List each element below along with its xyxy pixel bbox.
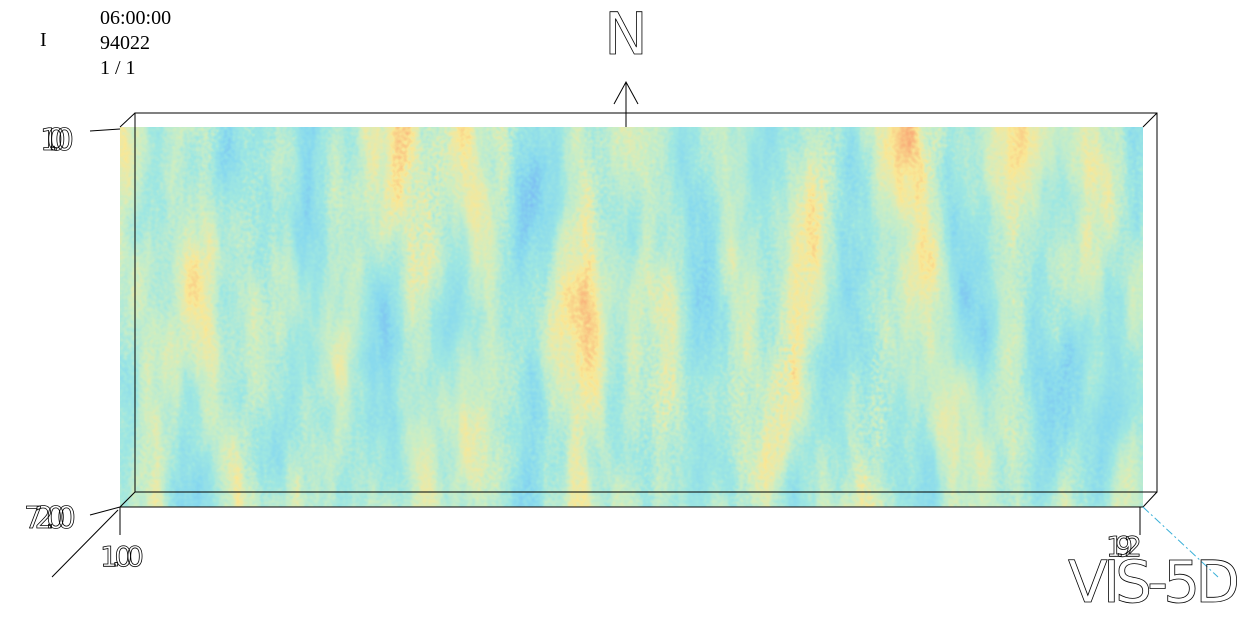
col-right-label: 192 [1106, 530, 1142, 563]
logo: VIS-5D [1068, 548, 1240, 612]
step-label: 1 / 1 [100, 57, 136, 79]
field-slice [120, 127, 1143, 507]
mode-label: I [40, 29, 47, 51]
bounding-box [51, 112, 1158, 578]
axis-direction [1142, 506, 1219, 578]
row-bottom-label: 72.00 [24, 501, 76, 536]
col-left-label: 1.00 [100, 540, 144, 573]
time-label: 06:00:00 [100, 7, 171, 29]
row-top-label: 1.00 [40, 123, 74, 158]
date-label: 94022 [100, 32, 150, 54]
north-label: N [604, 0, 647, 68]
